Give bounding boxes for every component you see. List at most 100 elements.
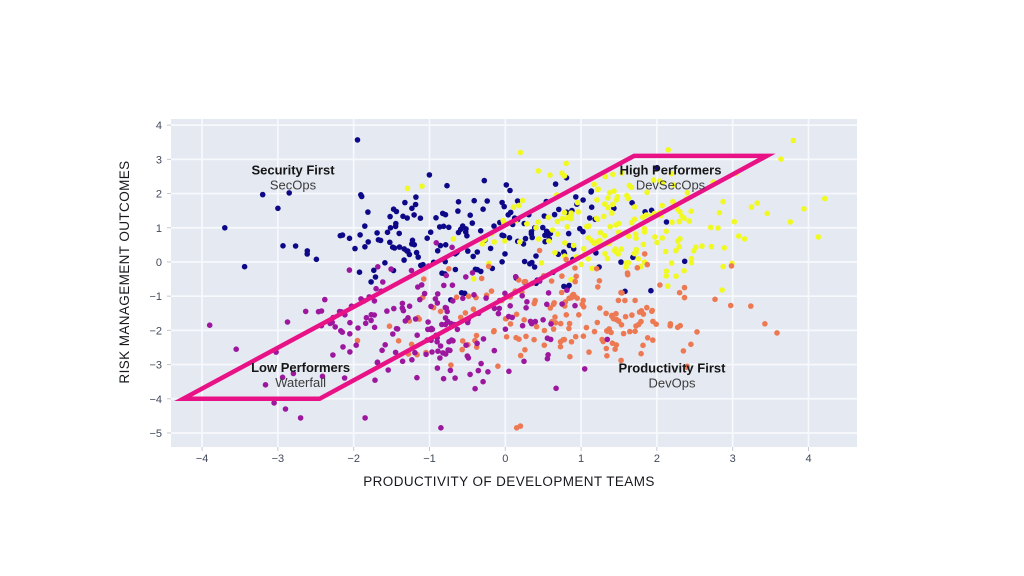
x-axis-ticks: −4 −3 −2 −1 0 1 2 3 4 (196, 447, 812, 465)
scatter-point (627, 328, 633, 335)
scatter-point (471, 197, 478, 204)
scatter-point (365, 209, 371, 215)
scatter-point (357, 232, 363, 238)
scatter-point (610, 171, 616, 178)
scatter-point (604, 336, 611, 343)
scatter-point (716, 209, 723, 216)
scatter-point (634, 265, 641, 271)
scatter-point (597, 305, 603, 311)
scatter-point (413, 194, 419, 200)
scatter-point (593, 265, 600, 272)
scatter-point (790, 137, 797, 144)
scatter-point (552, 181, 559, 187)
scatter-point (412, 316, 419, 322)
scatter-point (271, 400, 277, 406)
scatter-point (659, 202, 665, 209)
scatter-point (442, 304, 449, 311)
scatter-point (640, 311, 647, 317)
scatter-point (519, 197, 526, 204)
y-tick-label: 2 (156, 189, 162, 201)
quadrant-label-title: High Performers (620, 162, 722, 177)
scatter-point (284, 319, 291, 325)
scatter-point (502, 326, 509, 333)
scatter-point (313, 256, 320, 263)
scatter-point (401, 257, 407, 263)
scatter-point (387, 213, 393, 220)
scatter-point (822, 195, 828, 202)
scatter-point (731, 218, 738, 225)
scatter-point (735, 233, 742, 239)
scatter-point (510, 204, 517, 210)
scatter-point (563, 312, 570, 318)
scatter-point (603, 310, 609, 317)
scatter-point (432, 296, 439, 302)
scatter-point (465, 355, 472, 361)
scatter-point (523, 305, 529, 311)
scatter-point (673, 273, 679, 280)
scatter-point (302, 308, 309, 315)
scatter-point (552, 249, 558, 256)
scatter-point (454, 326, 461, 333)
scatter-point (774, 330, 780, 336)
scatter-point (521, 258, 528, 265)
scatter-point (533, 253, 539, 259)
scatter-point (602, 250, 608, 257)
scatter-point (623, 264, 629, 270)
scatter-point (440, 350, 446, 356)
scatter-point (588, 204, 595, 210)
scatter-point (371, 267, 377, 274)
scatter-point (681, 267, 687, 274)
scatter-point (372, 377, 378, 384)
scatter-point (452, 266, 459, 273)
y-axis-label: RISK MANAGEMENT OUTCOMES (117, 160, 132, 383)
scatter-point (517, 352, 524, 359)
scatter-point (259, 191, 266, 198)
scatter-point (618, 170, 625, 176)
scatter-point (290, 370, 297, 377)
scatter-point (631, 216, 638, 223)
scatter-point (437, 308, 444, 315)
scatter-point (550, 326, 557, 332)
scatter-point (588, 189, 594, 195)
scatter-point (375, 264, 381, 270)
scatter-point (720, 263, 726, 270)
scatter-point (355, 325, 361, 331)
y-tick-label: 1 (156, 223, 162, 235)
scatter-point (524, 299, 530, 305)
scatter-point (516, 336, 522, 343)
scatter-point (681, 284, 688, 291)
scatter-point (557, 339, 564, 345)
scatter-point (362, 244, 368, 250)
scatter-point (578, 261, 585, 268)
scatter-point (280, 243, 286, 249)
scatter-point (503, 334, 510, 340)
scatter-point (594, 197, 600, 203)
scatter-point (449, 244, 455, 251)
scatter-point (490, 328, 497, 335)
scatter-point (676, 218, 683, 225)
scatter-point (529, 259, 535, 266)
scatter-point (613, 249, 620, 256)
scatter-point (502, 290, 508, 297)
scatter-point (719, 287, 725, 293)
x-tick-label: −4 (196, 453, 209, 465)
scatter-point (516, 202, 522, 209)
scatter-point (471, 292, 477, 298)
scatter-point (748, 204, 755, 210)
scatter-point (624, 270, 631, 276)
scatter-point (620, 330, 627, 337)
scatter-point (442, 321, 449, 328)
scatter-point (388, 266, 394, 272)
scatter-point (393, 220, 399, 227)
scatter-point (499, 232, 505, 238)
scatter-point (583, 324, 590, 331)
scatter-point (450, 236, 457, 242)
scatter-point (545, 290, 552, 296)
scatter-point (502, 238, 508, 244)
scatter-point (485, 263, 492, 270)
scatter-point (437, 343, 444, 349)
scatter-point (597, 229, 604, 236)
scatter-point (374, 230, 380, 236)
scatter-point (474, 249, 481, 255)
scatter-point (538, 260, 545, 266)
